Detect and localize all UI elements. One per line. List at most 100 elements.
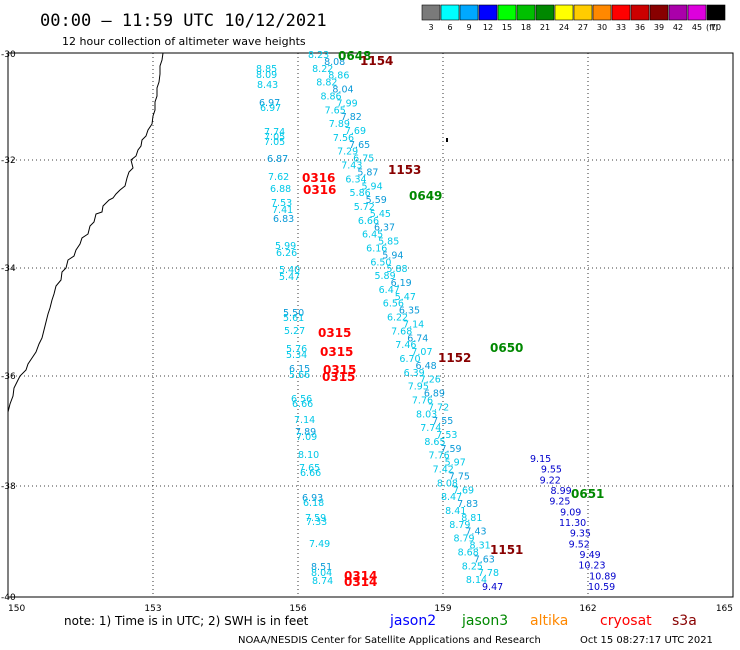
island-mark bbox=[446, 138, 448, 142]
mission-cryosat: cryosat bbox=[600, 613, 652, 629]
wave-value-a-6: 7.05 bbox=[264, 132, 285, 143]
wave-value-b-71: 8.31 bbox=[470, 541, 491, 552]
wave-value-b-15: 6.75 bbox=[353, 154, 374, 165]
mission-legend: jason2 jason3 altika cryosat s3a bbox=[389, 613, 697, 629]
wave-value-b-73: 7.63 bbox=[474, 554, 495, 565]
legend-swatch-11 bbox=[630, 4, 650, 21]
wave-value-b-21: 5.59 bbox=[366, 195, 387, 206]
legend-unit: (ft) bbox=[706, 23, 718, 32]
mission-jason3: jason3 bbox=[461, 613, 508, 629]
coastline bbox=[7, 52, 164, 413]
wave-value-b-41: 6.74 bbox=[407, 333, 428, 344]
legend-label-13: 42 bbox=[673, 23, 683, 32]
legend-label-6: 21 bbox=[540, 23, 550, 32]
wave-value-a-17: 5.47 bbox=[279, 272, 300, 283]
wave-value-b-29: 5.94 bbox=[382, 250, 403, 261]
wave-value-a-4: 6.97 bbox=[260, 103, 281, 114]
wave-value-b-34: 6.47 bbox=[379, 285, 400, 296]
wave-value-b-31: 5.88 bbox=[386, 264, 407, 275]
wave-value-b-18: 6.34 bbox=[345, 174, 366, 185]
pass-time-a-2: 0315 bbox=[318, 326, 351, 340]
wave-value-b-14: 7.29 bbox=[337, 147, 358, 158]
wave-value-a-37: 7.49 bbox=[309, 539, 330, 550]
legend-swatch-9 bbox=[592, 4, 612, 21]
wave-value-b-37: 6.35 bbox=[399, 306, 420, 317]
lat-tick-2: -34 bbox=[1, 264, 16, 274]
wave-value-a-12: 7.41 bbox=[272, 205, 293, 216]
wave-value-a-14: 5.99 bbox=[275, 241, 296, 252]
wave-value-b-23: 5.45 bbox=[370, 209, 391, 220]
wave-value-b-43: 7.07 bbox=[411, 347, 432, 358]
pass-times: 0316031603150315031503150314031406481154… bbox=[302, 49, 604, 589]
wave-value-b-76: 8.14 bbox=[466, 575, 487, 586]
pass-time-b-5: 1151 bbox=[490, 543, 523, 557]
lat-tick-0: -30 bbox=[1, 50, 16, 60]
wave-value-a-15: 6.26 bbox=[276, 248, 297, 259]
wave-value-a-36: 7.33 bbox=[306, 517, 327, 528]
wave-value-c-2: 9.22 bbox=[540, 475, 561, 486]
map-subtitle: 12 hour collection of altimeter wave hei… bbox=[62, 35, 306, 48]
wave-value-b-72: 8.68 bbox=[458, 547, 479, 558]
wave-value-c-11: 10.89 bbox=[589, 571, 616, 582]
legend-swatch-7 bbox=[554, 4, 574, 21]
legend-swatch-3 bbox=[478, 4, 498, 21]
wave-value-b-74: 8.25 bbox=[462, 561, 483, 572]
wave-value-a-20: 5.27 bbox=[284, 326, 305, 337]
lat-tick-5: -40 bbox=[1, 593, 16, 603]
wave-value-b-30: 6.50 bbox=[370, 257, 391, 268]
lat-tick-4: -38 bbox=[1, 482, 16, 492]
wave-value-a-26: 6.66 bbox=[292, 399, 313, 410]
legend-label-0: 3 bbox=[428, 23, 433, 32]
wave-value-b-40: 7.68 bbox=[391, 326, 412, 337]
wave-value-c-1: 9.55 bbox=[541, 465, 562, 476]
wave-value-a-5: 7.74 bbox=[264, 127, 285, 138]
wave-value-b-26: 6.45 bbox=[362, 230, 383, 241]
wave-value-b-38: 6.22 bbox=[387, 313, 408, 324]
wave-value-b-2: 8.22 bbox=[312, 64, 333, 75]
wave-value-a-2: 8.43 bbox=[257, 80, 278, 91]
wave-value-b-11: 7.69 bbox=[345, 126, 366, 137]
wave-value-b-35: 5.47 bbox=[395, 292, 416, 303]
legend-label-15: 70 bbox=[711, 23, 721, 32]
wave-value-b-5: 8.04 bbox=[332, 85, 353, 96]
legend-label-10: 33 bbox=[616, 23, 626, 32]
wave-value-a-24: 5.66 bbox=[289, 370, 310, 381]
legend-swatch-8 bbox=[573, 4, 593, 21]
wave-value-a-8: 6.87 bbox=[267, 154, 288, 165]
wave-value-a-27: 7.14 bbox=[294, 415, 315, 426]
wave-value-a-10: 6.88 bbox=[270, 184, 291, 195]
wave-value-a-1: 8.09 bbox=[256, 70, 277, 81]
legend-swatch-13 bbox=[668, 4, 688, 21]
wave-value-b-46: 6.39 bbox=[404, 368, 425, 379]
legend-swatch-6 bbox=[535, 4, 555, 21]
track-b: 8.238.088.228.868.828.048.867.997.657.82… bbox=[308, 50, 503, 593]
legend-label-1: 6 bbox=[447, 23, 452, 32]
wave-value-b-25: 6.37 bbox=[374, 223, 395, 234]
wave-value-b-45: 6.48 bbox=[416, 361, 437, 372]
track-c: 9.159.559.228.999.259.0911.309.359.529.4… bbox=[530, 454, 616, 593]
wave-value-b-39: 7.14 bbox=[403, 319, 424, 330]
legend-swatch-0 bbox=[421, 4, 441, 21]
wave-value-a-30: 8.10 bbox=[298, 450, 319, 461]
pass-time-b-1: 1154 bbox=[360, 54, 393, 68]
wave-value-b-17: 5.87 bbox=[357, 167, 378, 178]
wave-value-a-0: 8.85 bbox=[256, 64, 277, 75]
legend-swatch-12 bbox=[649, 4, 669, 21]
wave-value-a-34: 6.18 bbox=[303, 498, 324, 509]
pass-time-a-4: 0315 bbox=[323, 363, 356, 377]
track-a: 8.858.098.43 6.976.97 7.747.057.05 6.87 7.62… bbox=[256, 64, 333, 587]
wave-value-b-24: 6.66 bbox=[358, 216, 379, 227]
wave-value-b-58: 7.76 bbox=[429, 451, 450, 462]
lat-tick-3: -36 bbox=[1, 372, 16, 382]
wave-value-b-22: 5.72 bbox=[354, 202, 375, 213]
wave-value-a-31: 7.65 bbox=[299, 463, 320, 474]
wave-value-c-0: 9.15 bbox=[530, 454, 551, 465]
wave-value-b-32: 5.89 bbox=[374, 271, 395, 282]
wave-value-b-61: 7.75 bbox=[449, 471, 470, 482]
pass-time-a-6: 0314 bbox=[344, 569, 377, 583]
wave-value-b-44: 6.70 bbox=[399, 354, 420, 365]
wave-value-b-8: 7.65 bbox=[325, 105, 346, 116]
wave-value-a-18: 5.50 bbox=[283, 308, 304, 319]
wave-value-a-29: 7.09 bbox=[296, 432, 317, 443]
wave-value-b-63: 7.69 bbox=[453, 485, 474, 496]
